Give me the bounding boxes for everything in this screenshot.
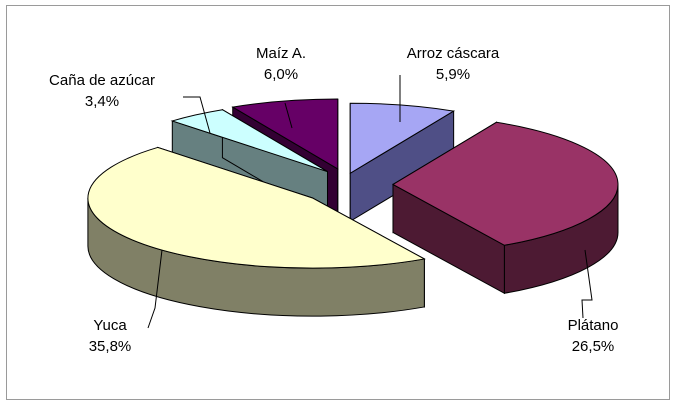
- leader-line: [183, 96, 211, 134]
- data-label-value: 5,9%: [436, 66, 470, 83]
- data-label-value: 6,0%: [264, 66, 298, 83]
- slice-arroz-c-scara: [349, 102, 456, 223]
- slice-top-face: [231, 98, 339, 170]
- leader-line: [284, 102, 293, 129]
- leader-line: [147, 249, 163, 329]
- slice-top-face: [170, 109, 328, 173]
- data-label-value: 35,8%: [89, 338, 132, 355]
- data-label-name: Arroz cáscara: [407, 45, 500, 62]
- slice-top-face: [87, 146, 426, 269]
- leader-line: [581, 249, 593, 319]
- data-label-name: Caña de azúcar: [49, 72, 155, 89]
- slice-top-face: [391, 121, 619, 246]
- data-label-name: Maíz A.: [256, 45, 306, 62]
- slice-pl-tano: [391, 121, 619, 295]
- data-label-name: Plátano: [568, 317, 619, 334]
- data-label-name: Yuca: [93, 317, 127, 334]
- data-label-value: 26,5%: [572, 338, 615, 355]
- slice-yuca: [87, 146, 426, 317]
- data-label-value: 3,4%: [85, 93, 119, 110]
- slice-top-face: [349, 102, 456, 175]
